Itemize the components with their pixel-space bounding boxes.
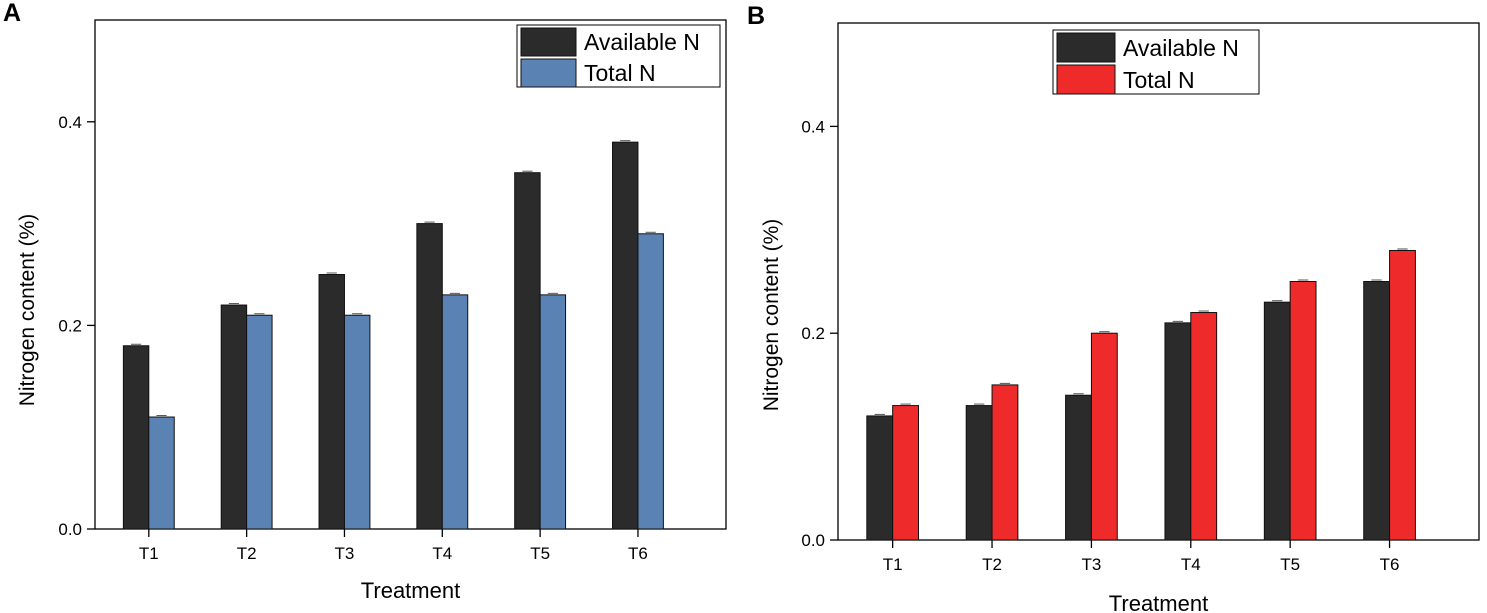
- bar-total-n-t3: [1090, 332, 1118, 541]
- bar-total-n-t5: [1289, 281, 1317, 541]
- bar-available-n-t5: [514, 172, 541, 530]
- x-tick-label: T1: [139, 544, 159, 563]
- plot-frame: [837, 22, 1480, 541]
- legend-swatch: [520, 27, 577, 57]
- bar-available-n-t2: [965, 405, 993, 541]
- y-tick-label: 0.0: [58, 520, 82, 539]
- legend: Available N Total N: [1052, 29, 1260, 95]
- legend-label: Total N: [1123, 67, 1195, 93]
- x-tick-label: T5: [1280, 555, 1300, 574]
- bar-total-n-t1: [892, 405, 919, 541]
- chart-panel-a: A 0.0 0.2 0.4 Nitrogen content (%) T1 T2 T3 T4 T5…: [3, 0, 727, 603]
- x-tick-label: T4: [432, 544, 452, 563]
- bar-total-n-t4: [441, 294, 469, 530]
- x-tick-label: T4: [1181, 555, 1201, 574]
- legend: Available N Total N: [516, 24, 721, 88]
- x-tick-label: T3: [1081, 555, 1101, 574]
- bar-available-n-t6: [1363, 281, 1391, 541]
- legend-label: Available N: [1123, 35, 1239, 61]
- legend-swatch: [1056, 32, 1116, 63]
- legend-swatch: [520, 58, 577, 88]
- x-tick-label: T2: [982, 555, 1002, 574]
- x-tick-label: T3: [335, 544, 355, 563]
- chart-panel-b: B 0.0 0.2 0.4 Nitrogen content (%) T1 T2 T3 T4 T5…: [747, 2, 1480, 613]
- bar-total-n-t6: [1389, 249, 1416, 541]
- x-tick-label: T6: [1380, 555, 1400, 574]
- bar-total-n-t1: [148, 416, 175, 530]
- x-axis-label: Treatment: [361, 578, 460, 603]
- bar-available-n-t1: [122, 345, 150, 530]
- x-tick-label: T2: [237, 544, 257, 563]
- y-tick-label: 0.4: [58, 113, 82, 132]
- y-tick-label: 0.0: [801, 531, 825, 550]
- panel-letter: B: [747, 2, 765, 30]
- legend-label: Total N: [584, 60, 656, 86]
- bar-available-n-t5: [1263, 301, 1291, 541]
- bar-total-n-t3: [343, 314, 371, 530]
- bar-total-n-t6: [637, 233, 664, 530]
- bar-available-n-t2: [220, 304, 248, 530]
- bar-available-n-t1: [866, 415, 894, 541]
- bar-total-n-t4: [1190, 312, 1218, 541]
- x-tick-label: T6: [628, 544, 648, 563]
- x-axis-label: Treatment: [1109, 591, 1208, 613]
- x-tick-label: T1: [883, 555, 903, 574]
- y-axis-label: Nitrogen content (%): [760, 219, 783, 412]
- x-tick-label: T5: [530, 544, 550, 563]
- bar-available-n-t3: [318, 274, 345, 530]
- legend-label: Available N: [584, 29, 700, 55]
- bar-total-n-t5: [539, 294, 567, 530]
- bar-available-n-t4: [1164, 322, 1192, 541]
- panel-letter: A: [3, 0, 21, 27]
- bar-available-n-t4: [416, 223, 443, 530]
- bar-available-n-t3: [1065, 394, 1092, 541]
- legend-swatch: [1056, 64, 1116, 95]
- bar-available-n-t6: [612, 141, 639, 530]
- y-tick-label: 0.4: [801, 117, 825, 136]
- bar-total-n-t2: [991, 384, 1019, 541]
- y-tick-label: 0.2: [801, 324, 825, 343]
- y-axis-label: Nitrogen content (%): [16, 214, 39, 407]
- bar-total-n-t2: [246, 314, 273, 530]
- plot-frame: [94, 19, 727, 530]
- y-tick-label: 0.2: [58, 316, 82, 335]
